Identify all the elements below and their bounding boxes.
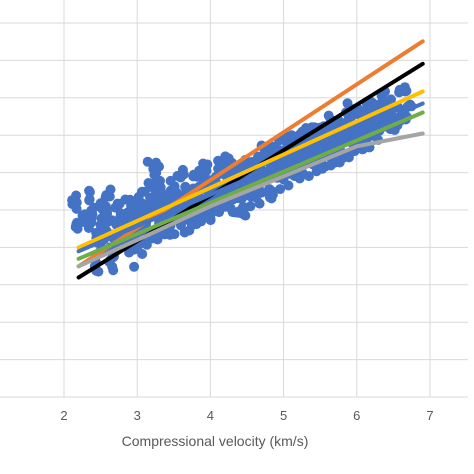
scatter-point — [103, 190, 114, 201]
trend-line-3 — [76, 89, 425, 250]
scatter-point — [165, 175, 176, 186]
scatter-point — [136, 201, 147, 212]
scatter-point — [129, 261, 140, 272]
scatter-point — [386, 94, 396, 105]
scatter-point — [155, 186, 166, 197]
scatter-point — [399, 82, 410, 93]
scatter-point — [86, 211, 97, 222]
scatter-point — [245, 201, 256, 212]
scatter-point — [205, 215, 216, 226]
x-tick-label: 4 — [207, 408, 214, 423]
scatter-point — [195, 171, 206, 182]
x-tick-label: 3 — [134, 408, 141, 423]
scatter-point — [70, 222, 81, 232]
trend-line-5 — [76, 101, 425, 254]
scatter-point — [142, 156, 153, 167]
scatter-point — [202, 159, 213, 170]
scatter-point — [78, 217, 88, 227]
scatter-point — [184, 225, 195, 236]
scatter-point — [84, 194, 95, 205]
scatter-point — [175, 172, 186, 183]
scatter-point — [342, 98, 353, 109]
trend-line-6 — [76, 131, 425, 269]
scatter-point — [84, 187, 95, 197]
scatter-point — [67, 199, 78, 210]
scatter-point — [169, 229, 180, 240]
scatter-point — [126, 200, 137, 211]
scatter-point — [283, 180, 294, 191]
scatter-point — [287, 131, 298, 142]
scatter-point — [251, 192, 262, 203]
x-tick-label: 7 — [426, 408, 433, 423]
scatter-point — [150, 170, 161, 181]
scatter-point — [267, 186, 278, 197]
x-tick-label: 5 — [280, 408, 287, 423]
scatter-point — [154, 161, 164, 172]
scatter-point — [129, 244, 140, 255]
scatter-point — [137, 249, 148, 259]
scatter-point — [117, 216, 128, 227]
trend-line-1 — [76, 39, 425, 269]
scatter-point — [234, 207, 245, 218]
trend-line-4 — [76, 110, 425, 261]
x-tick-label: 2 — [60, 408, 67, 423]
scatter-point — [213, 155, 224, 166]
trend-lines — [76, 39, 425, 280]
scatter-point — [337, 153, 348, 164]
scatter-point — [98, 212, 109, 223]
x-tick-labels: 2 3 4 5 6 7 — [60, 408, 433, 423]
scatter-point — [100, 203, 111, 214]
scatter-point — [303, 171, 314, 182]
x-tick-label: 6 — [353, 408, 360, 423]
scatter-point — [120, 194, 131, 205]
scatter-point — [159, 229, 170, 240]
scatter-point — [192, 215, 203, 225]
x-axis-title: Compressional velocity (km/s) — [122, 433, 309, 449]
